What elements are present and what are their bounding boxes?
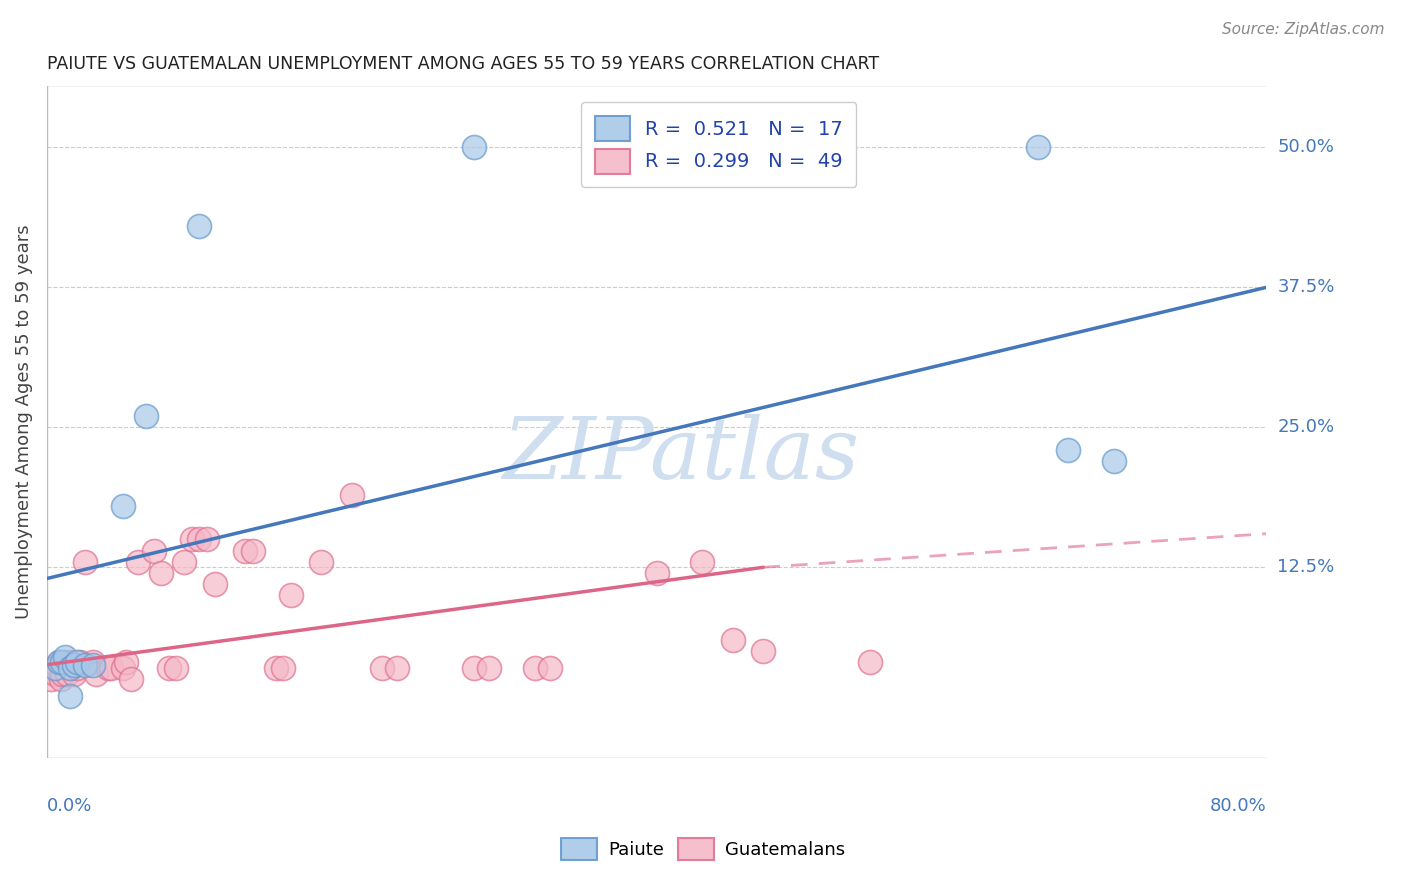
Point xyxy=(112,661,135,675)
Point xyxy=(41,673,63,687)
Point xyxy=(59,661,82,675)
Point xyxy=(142,543,165,558)
Point xyxy=(48,656,70,670)
Legend: R =  0.521   N =  17, R =  0.299   N =  49: R = 0.521 N = 17, R = 0.299 N = 49 xyxy=(581,103,856,187)
Point xyxy=(387,661,409,675)
Point xyxy=(73,555,96,569)
Point xyxy=(280,588,302,602)
Point xyxy=(645,566,668,580)
Point xyxy=(46,661,69,675)
Text: Source: ZipAtlas.com: Source: ZipAtlas.com xyxy=(1222,22,1385,37)
Point xyxy=(53,656,76,670)
Point xyxy=(157,661,180,675)
Point xyxy=(463,140,485,154)
Point xyxy=(692,555,714,569)
Point xyxy=(264,661,287,675)
Point xyxy=(127,555,149,569)
Point xyxy=(371,661,394,675)
Point xyxy=(60,656,83,670)
Point xyxy=(204,577,226,591)
Point xyxy=(84,666,107,681)
Point xyxy=(44,666,66,681)
Point xyxy=(63,666,86,681)
Point xyxy=(340,487,363,501)
Point xyxy=(271,661,294,675)
Point xyxy=(478,661,501,675)
Point xyxy=(53,649,76,664)
Text: ZIPatlas: ZIPatlas xyxy=(502,414,859,497)
Y-axis label: Unemployment Among Ages 55 to 59 years: Unemployment Among Ages 55 to 59 years xyxy=(15,225,32,619)
Point xyxy=(112,499,135,513)
Point xyxy=(195,533,218,547)
Point xyxy=(188,533,211,547)
Point xyxy=(173,555,195,569)
Point xyxy=(82,656,104,670)
Point xyxy=(1026,140,1049,154)
Point xyxy=(115,656,138,670)
Text: 50.0%: 50.0% xyxy=(1278,138,1334,156)
Point xyxy=(859,656,882,670)
Point xyxy=(188,219,211,233)
Point xyxy=(180,533,202,547)
Point xyxy=(49,673,72,687)
Text: 12.5%: 12.5% xyxy=(1278,558,1334,576)
Point xyxy=(523,661,546,675)
Point xyxy=(55,666,77,681)
Point xyxy=(51,656,73,670)
Text: 37.5%: 37.5% xyxy=(1278,278,1334,296)
Text: 0.0%: 0.0% xyxy=(46,797,93,814)
Legend: Paiute, Guatemalans: Paiute, Guatemalans xyxy=(554,830,852,867)
Point xyxy=(66,656,89,670)
Point xyxy=(66,661,89,675)
Point xyxy=(538,661,561,675)
Point xyxy=(309,555,332,569)
Point xyxy=(59,661,82,675)
Point xyxy=(135,409,157,424)
Point xyxy=(242,543,264,558)
Point xyxy=(44,661,66,675)
Point xyxy=(752,644,775,658)
Point xyxy=(233,543,256,558)
Point xyxy=(97,661,120,675)
Point xyxy=(59,689,82,703)
Point xyxy=(120,673,142,687)
Point xyxy=(51,666,73,681)
Point xyxy=(100,661,122,675)
Point xyxy=(721,633,744,648)
Point xyxy=(463,661,485,675)
Point xyxy=(73,657,96,672)
Point xyxy=(48,656,70,670)
Point xyxy=(165,661,187,675)
Point xyxy=(1102,454,1125,468)
Text: PAIUTE VS GUATEMALAN UNEMPLOYMENT AMONG AGES 55 TO 59 YEARS CORRELATION CHART: PAIUTE VS GUATEMALAN UNEMPLOYMENT AMONG … xyxy=(46,55,879,73)
Point xyxy=(69,656,91,670)
Point xyxy=(1057,442,1080,457)
Text: 80.0%: 80.0% xyxy=(1209,797,1267,814)
Point xyxy=(63,657,86,672)
Point xyxy=(150,566,173,580)
Point xyxy=(82,657,104,672)
Text: 25.0%: 25.0% xyxy=(1278,418,1334,436)
